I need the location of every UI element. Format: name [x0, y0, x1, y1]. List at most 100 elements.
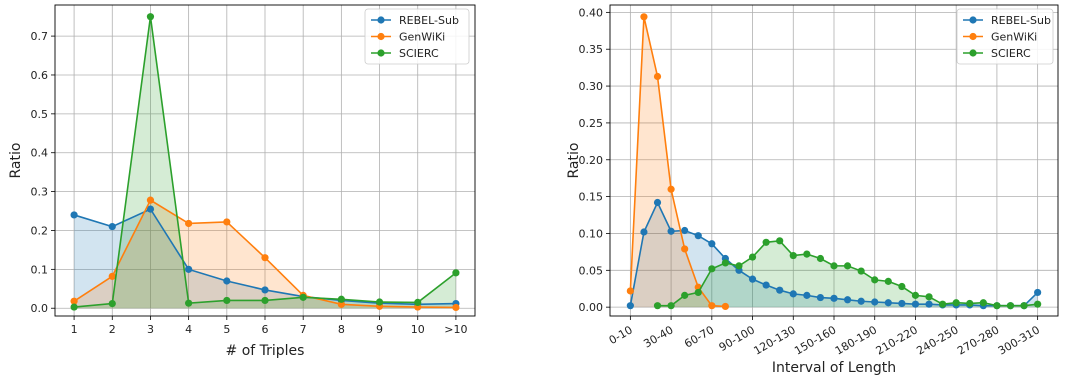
data-point-rebel-sub: [843, 296, 852, 304]
legend-label-rebel-sub: REBEL-Sub: [991, 14, 1051, 27]
legend: REBEL-Sub GenWiKi SCIERC: [364, 8, 470, 65]
data-point-rebel-sub: [898, 299, 906, 308]
data-point-scierc: [843, 262, 852, 270]
x-tick-label: 270-280: [955, 323, 1001, 357]
data-point-scierc: [830, 262, 838, 270]
y-tick-label: 0.15: [579, 191, 604, 204]
data-point-scierc: [993, 302, 1001, 310]
data-point-scierc: [979, 299, 987, 307]
axes-frame: [54, 4, 476, 317]
data-point-rebel-sub: [70, 211, 78, 219]
x-tick-label: 60-70: [682, 323, 716, 350]
data-point-rebel-sub: [223, 277, 231, 285]
y-tick-label: 0.5: [31, 108, 49, 121]
data-point-scierc: [108, 299, 116, 308]
data-point-scierc: [898, 282, 906, 291]
series-fill-rebel-sub: [630, 202, 1038, 308]
chart-interval-length: 0.00 0.05 0.10 0.15 0.20 0.25 0.30 0.35 0.40 0-10…: [566, 4, 1059, 376]
x-tick-label: 90-100: [717, 323, 757, 354]
series-fill-genwiki: [630, 16, 726, 308]
data-point-genwiki: [681, 245, 689, 253]
data-point-rebel-sub: [185, 265, 193, 273]
data-point-scierc: [816, 254, 825, 263]
data-point-rebel-sub: [776, 286, 784, 294]
data-point-rebel-sub: [640, 228, 648, 236]
data-point-scierc: [375, 298, 384, 306]
x-tick-label: 210-220: [874, 323, 920, 357]
data-point-scierc: [146, 13, 155, 21]
data-point-scierc: [939, 300, 947, 308]
x-tick-label: 5: [223, 323, 230, 336]
y-tick-label: 0.4: [31, 147, 49, 160]
data-point-genwiki: [653, 72, 662, 81]
x-tick-label: 300-310: [996, 323, 1042, 357]
x-tick-label: 4: [185, 323, 192, 336]
y-tick-label: 0.05: [579, 264, 604, 277]
data-point-scierc: [1034, 300, 1042, 308]
data-point-rebel-sub: [1034, 288, 1042, 297]
data-point-scierc: [185, 299, 193, 307]
y-tick-label: 0.20: [579, 154, 604, 167]
data-point-scierc: [1020, 302, 1028, 310]
data-point-scierc: [803, 250, 811, 258]
x-axis-label: Interval of Length: [772, 360, 896, 376]
data-point-scierc: [70, 303, 78, 311]
data-point-scierc: [776, 237, 784, 245]
legend-box: [956, 8, 1054, 65]
data-point-scierc: [911, 291, 920, 299]
y-tick-label: 0.30: [579, 80, 604, 93]
data-point-rebel-sub: [653, 198, 662, 207]
data-point-rebel-sub: [694, 232, 702, 240]
x-tick-label: 2: [109, 323, 116, 336]
x-tick-label: 180-190: [833, 323, 879, 357]
data-point-rebel-sub: [857, 297, 865, 305]
y-tick-label: 0.35: [579, 43, 604, 56]
data-point-scierc: [925, 293, 933, 301]
data-point-genwiki: [721, 302, 729, 311]
data-point-genwiki: [70, 297, 78, 305]
x-tick-label: >10: [444, 323, 467, 336]
data-point-scierc: [721, 259, 729, 267]
x-tick-label: 120-130: [751, 323, 797, 357]
data-point-scierc: [694, 288, 702, 297]
data-point-rebel-sub: [830, 294, 838, 302]
data-point-scierc: [966, 299, 974, 308]
series-line-genwiki: [629, 16, 726, 308]
legend-label-genwiki: GenWiKi: [399, 31, 445, 44]
y-tick-label: 0.1: [31, 263, 49, 276]
data-point-scierc: [414, 298, 422, 306]
data-point-genwiki: [708, 302, 716, 310]
y-tick-label: 0.7: [31, 30, 49, 43]
data-point-rebel-sub: [108, 222, 116, 231]
data-point-genwiki: [146, 196, 155, 204]
y-tick-label: 0.2: [31, 224, 49, 237]
x-tick-label: 7: [300, 323, 307, 336]
data-point-scierc: [748, 253, 757, 261]
data-point-genwiki: [337, 300, 345, 308]
legend: REBEL-Sub GenWiKi SCIERC: [956, 8, 1054, 65]
legend-label-scierc: SCIERC: [399, 47, 439, 60]
data-point-rebel-sub: [871, 298, 879, 306]
data-point-genwiki: [185, 219, 193, 228]
legend-swatch-marker: [377, 49, 385, 57]
x-tick-label: 0-10: [607, 323, 635, 347]
x-tick-label: 10: [411, 323, 425, 336]
x-tick-label: 240-250: [914, 323, 960, 357]
data-point-scierc: [857, 267, 865, 275]
legend-label-rebel-sub: REBEL-Sub: [399, 14, 459, 27]
series-fill-scierc: [74, 16, 456, 309]
legend-box: [364, 8, 470, 65]
axes-frame: [609, 4, 1059, 317]
data-point-scierc: [667, 302, 675, 310]
y-axis-label: Ratio: [8, 143, 24, 179]
data-point-scierc: [884, 277, 892, 285]
legend-label-genwiki: GenWiKi: [991, 31, 1037, 44]
data-point-genwiki: [108, 272, 116, 280]
legend-label-scierc: SCIERC: [991, 47, 1031, 60]
x-tick-label: 150-160: [792, 323, 838, 357]
data-point-scierc: [653, 302, 662, 310]
y-tick-label: 0.0: [31, 302, 49, 315]
data-point-rebel-sub: [708, 240, 716, 248]
data-point-rebel-sub: [803, 291, 811, 299]
data-point-scierc: [681, 291, 689, 299]
